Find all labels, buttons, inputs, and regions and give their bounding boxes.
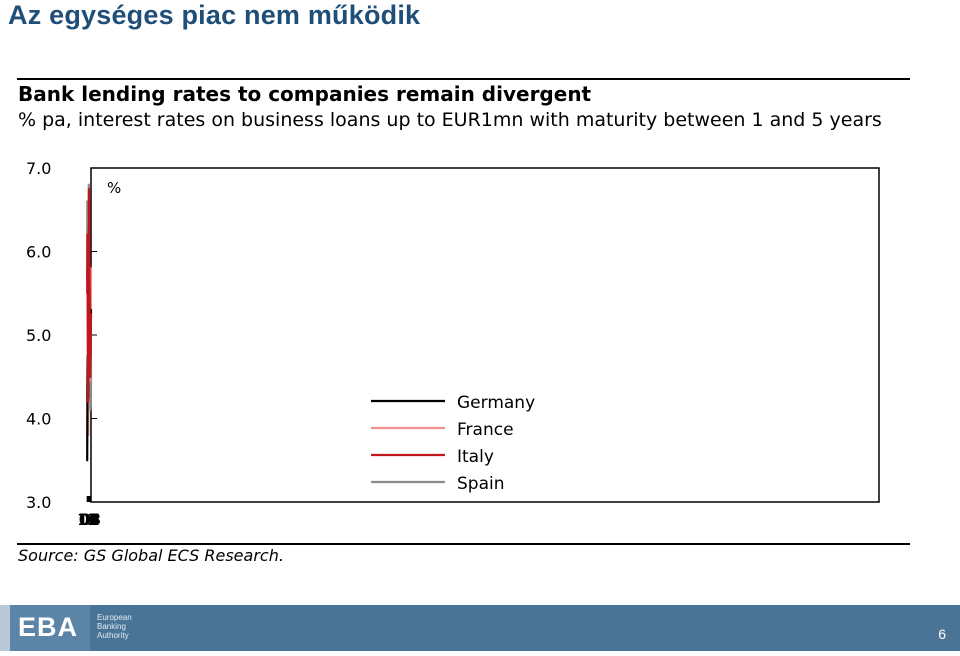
org-line-3: Authority: [97, 631, 129, 640]
y-tick-label: 5.0: [26, 326, 51, 345]
y-axis-label: %: [107, 179, 121, 197]
x-tick-label: 12: [77, 510, 97, 529]
eba-logo-panel: [10, 605, 90, 651]
x-tick-label: 09: [79, 510, 99, 529]
footer-bar: EBA European Banking Authority 6: [0, 605, 960, 651]
eba-organization-name: European Banking Authority: [97, 613, 132, 640]
slide-title: Az egységes piac nem működik: [8, 0, 421, 30]
line-chart: % 3.04.05.06.07.00304050607080910111213 …: [26, 159, 880, 529]
x-tick-label: 11: [78, 510, 98, 529]
org-line-2: Banking: [97, 622, 126, 631]
series-line-italy: [86, 187, 93, 403]
eba-logo-text: EBA: [18, 612, 79, 642]
x-tick-label: 06: [80, 510, 100, 529]
legend-label-germany: Germany: [457, 393, 535, 413]
chart-subtitle: % pa, interest rates on business loans u…: [18, 109, 882, 131]
x-tick-label: 04: [80, 510, 100, 529]
y-tick-label: 7.0: [26, 159, 51, 178]
x-tick-label: 10: [78, 510, 98, 529]
x-tick-label: 08: [79, 510, 99, 529]
x-tick-label: 05: [80, 510, 100, 529]
source-note: Source: GS Global ECS Research.: [18, 546, 284, 565]
x-tick-label: 03: [81, 510, 101, 529]
org-line-1: European: [97, 613, 132, 622]
legend-label-france: France: [457, 420, 514, 440]
legend-label-spain: Spain: [457, 474, 505, 494]
chart-bottom-rule: [17, 543, 910, 545]
chart-title: Bank lending rates to companies remain d…: [18, 82, 592, 106]
chart-top-rule: [17, 78, 910, 80]
y-tick-label: 6.0: [26, 243, 51, 262]
x-tick-label: 13: [77, 510, 97, 529]
legend-label-italy: Italy: [457, 447, 494, 467]
eba-logo: EBA: [0, 605, 90, 651]
page-number: 6: [938, 626, 946, 642]
y-tick-label: 4.0: [26, 410, 51, 429]
x-tick-label: 07: [79, 510, 99, 529]
y-tick-label: 3.0: [26, 493, 51, 512]
